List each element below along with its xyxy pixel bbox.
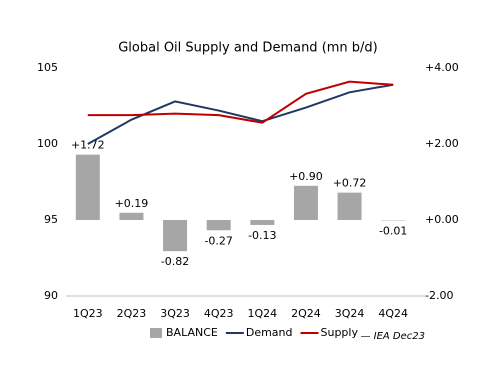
y2-tick-label: +2.00 bbox=[425, 137, 459, 150]
data-label: -0.82 bbox=[161, 255, 189, 268]
line bbox=[87, 83, 394, 145]
legend-label: Demand bbox=[246, 326, 293, 339]
data-label: +0.19 bbox=[115, 197, 149, 210]
y-tick-label: 95 bbox=[44, 213, 58, 226]
y2-tick-label: +4.00 bbox=[425, 61, 459, 74]
bar bbox=[163, 220, 188, 252]
data-label: -0.27 bbox=[204, 234, 232, 247]
x-tick-label: 4Q23 bbox=[204, 307, 234, 320]
bar bbox=[293, 185, 318, 220]
bar bbox=[75, 154, 100, 220]
x-tick-label: 3Q23 bbox=[160, 307, 190, 320]
x-tick-label: 3Q24 bbox=[335, 307, 365, 320]
data-label: -0.13 bbox=[248, 229, 276, 242]
x-tick-label: 2Q24 bbox=[291, 307, 321, 320]
legend-label: BALANCE bbox=[166, 326, 218, 339]
x-tick-label: 2Q23 bbox=[117, 307, 147, 320]
y2-tick-label: -2.00 bbox=[425, 289, 453, 302]
x-tick-label: 4Q24 bbox=[378, 307, 408, 320]
y-tick-label: 105 bbox=[37, 61, 58, 74]
y2-tick-label: +0.00 bbox=[425, 213, 459, 226]
x-tick-label: 1Q24 bbox=[247, 307, 277, 320]
y-tick-label: 100 bbox=[37, 137, 58, 150]
data-label: -0.01 bbox=[379, 224, 407, 237]
source-note: — IEA Dec23 bbox=[360, 331, 425, 342]
legend-label: Supply bbox=[321, 326, 359, 339]
chart-title: Global Oil Supply and Demand (mn b/d) bbox=[118, 41, 378, 56]
bar bbox=[119, 212, 144, 220]
legend-swatch bbox=[150, 328, 162, 338]
data-label: +1.72 bbox=[71, 139, 105, 152]
x-tick-label: 1Q23 bbox=[73, 307, 103, 320]
bar bbox=[337, 192, 362, 220]
data-label: +0.90 bbox=[289, 170, 323, 183]
bar bbox=[206, 220, 231, 231]
y-tick-label: 90 bbox=[44, 289, 58, 302]
data-label: +0.72 bbox=[333, 177, 367, 190]
bar bbox=[250, 220, 275, 225]
line bbox=[87, 80, 394, 124]
